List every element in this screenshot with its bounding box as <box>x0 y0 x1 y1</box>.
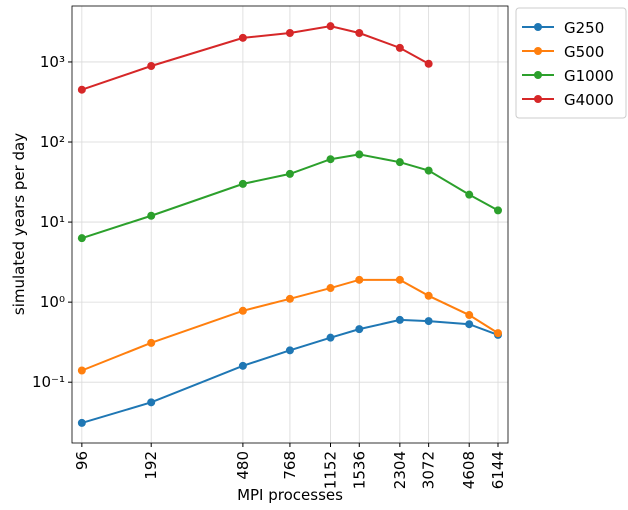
ticks: 96 192 480 768 1152 1536 2304 3072 4608 6144 10⁻¹ 1… <box>32 53 507 489</box>
data-point <box>77 366 86 375</box>
series-line <box>81 278 499 372</box>
data-point <box>424 59 433 68</box>
legend-marker <box>534 23 542 31</box>
y-tick-label: 10⁰ <box>40 293 65 311</box>
x-tick-label: 1152 <box>321 451 339 489</box>
data-point <box>147 62 156 71</box>
data-point <box>77 418 86 427</box>
data-point <box>424 291 433 300</box>
data-point <box>355 150 364 159</box>
data-point <box>395 315 404 324</box>
legend-label: G4000 <box>564 91 614 109</box>
data-point <box>465 320 474 329</box>
data-point <box>77 234 86 243</box>
y-tick-label: 10¹ <box>40 213 65 231</box>
data-point <box>238 33 247 42</box>
series-line <box>81 153 499 240</box>
legend-marker <box>534 95 542 103</box>
data-point <box>147 338 156 347</box>
grid <box>72 6 508 443</box>
data-point <box>285 294 294 303</box>
data-point <box>424 166 433 175</box>
x-tick-label: 4608 <box>460 451 478 489</box>
legend-label: G500 <box>564 43 604 61</box>
data-point <box>493 329 502 338</box>
legend-box <box>515 7 627 119</box>
legend-label: G250 <box>564 19 604 37</box>
x-tick-label: 96 <box>73 451 91 470</box>
data-point <box>326 22 335 31</box>
x-tick-label: 192 <box>142 451 160 480</box>
legend: G250 G500 G1000 G4000 <box>515 7 627 119</box>
data-point <box>285 169 294 178</box>
x-tick-label: 1536 <box>350 451 368 489</box>
data-point <box>493 206 502 215</box>
data-point <box>355 275 364 284</box>
series-line <box>81 25 430 91</box>
x-tick-label: 480 <box>234 451 252 480</box>
data-point <box>238 179 247 188</box>
x-tick-label: 3072 <box>420 451 438 489</box>
lines <box>77 22 502 427</box>
data-point <box>355 28 364 37</box>
x-tick-label: 2304 <box>391 451 409 489</box>
data-point <box>355 325 364 334</box>
data-point <box>395 275 404 284</box>
data-point <box>465 190 474 199</box>
data-point <box>285 346 294 355</box>
data-point <box>465 311 474 320</box>
data-point <box>395 158 404 167</box>
data-point <box>424 317 433 326</box>
y-axis-label: simulated years per day <box>10 133 28 315</box>
data-point <box>285 28 294 37</box>
data-point <box>238 306 247 315</box>
data-point <box>147 398 156 407</box>
legend-marker <box>534 47 542 55</box>
data-point <box>395 43 404 52</box>
data-point <box>326 155 335 164</box>
y-tick-label: 10⁻¹ <box>32 373 65 391</box>
x-axis-label: MPI processes <box>237 486 343 504</box>
x-tick-label: 6144 <box>489 451 507 489</box>
data-point <box>326 333 335 342</box>
y-tick-label: 10³ <box>40 53 65 71</box>
series-line <box>81 318 499 424</box>
x-tick-label: 768 <box>281 451 299 480</box>
data-point <box>147 211 156 220</box>
data-point <box>326 284 335 293</box>
legend-marker <box>534 71 542 79</box>
data-point <box>238 361 247 370</box>
y-tick-label: 10² <box>40 133 65 151</box>
data-point <box>77 85 86 94</box>
legend-label: G1000 <box>564 67 614 85</box>
